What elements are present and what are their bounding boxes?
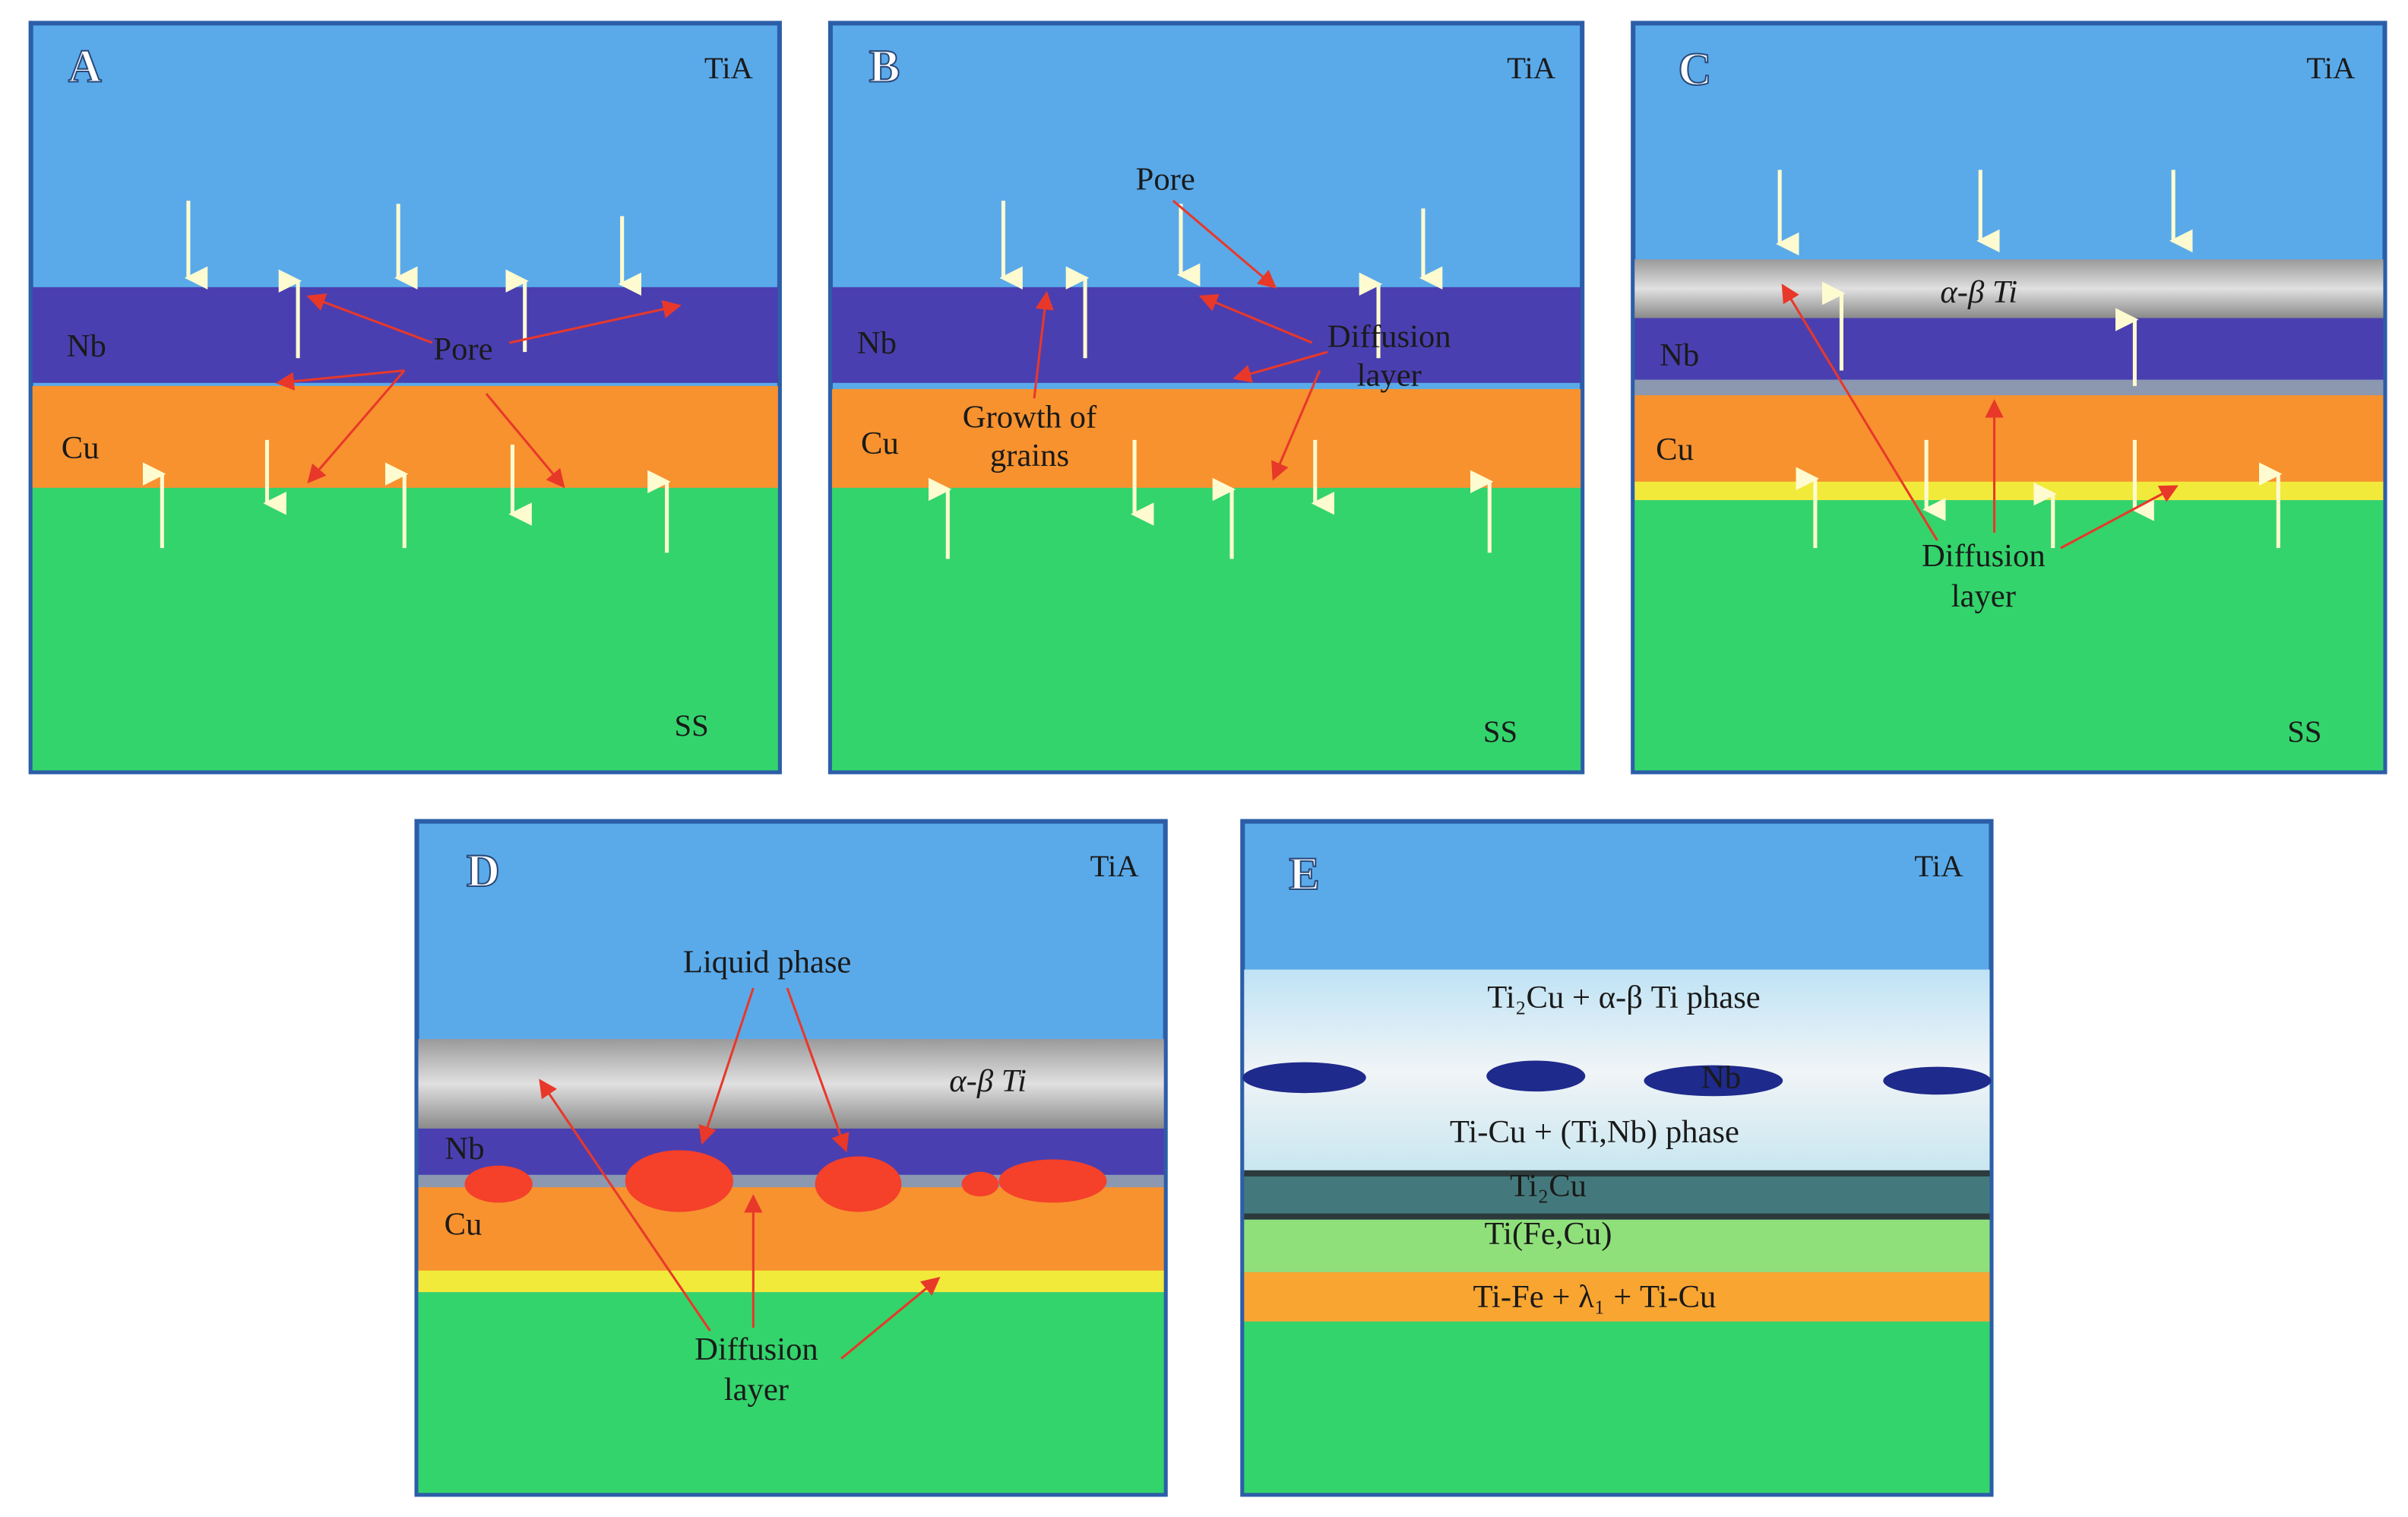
layer-name: Ti-Cu + (Ti,Nb) phase (1450, 1114, 1739, 1150)
annotation: grains (990, 438, 1069, 473)
layer-name: SS (1483, 714, 1517, 749)
labels: A TiA SS Nb Cu Pore B TiA SS Nb Cu Pore … (62, 40, 2356, 1408)
nb-island (1644, 1065, 1783, 1097)
layer-name: TiA (1507, 51, 1556, 85)
ss-layer (418, 1292, 1164, 1493)
annotation: Growth of (963, 399, 1097, 435)
layer-name: α-β Ti (949, 1063, 1027, 1099)
pointer-arrow (1172, 199, 1277, 289)
layer-name: Nb (67, 328, 106, 364)
layer-name: Cu (1656, 432, 1694, 467)
layer-name: SS (2287, 714, 2321, 749)
cu-layer (32, 385, 778, 488)
panel-label: D (467, 846, 500, 897)
annotation: Diffusion (1922, 538, 2046, 574)
pointer-arrow (307, 369, 406, 484)
nb-island (1242, 1062, 1366, 1094)
layer-name: Nb (1701, 1060, 1741, 1096)
ti2cu-tint (1244, 1176, 1990, 1214)
ss-layer (831, 487, 1581, 771)
liquid-blob (815, 1156, 902, 1212)
pointer-arrow (1033, 290, 1054, 399)
layer-name: Ti(Fe,Cu) (1485, 1216, 1612, 1252)
diffusion-line (1634, 379, 2384, 396)
layer-name: Cu (861, 426, 899, 461)
pointer-arrow (509, 299, 682, 344)
arrows (142, 169, 2283, 1360)
liquid-blob (625, 1150, 733, 1212)
layer-name: TiA (704, 51, 754, 85)
nb-island (1486, 1060, 1586, 1092)
diffusion-line (418, 1270, 1164, 1293)
liquid-blob (961, 1171, 999, 1197)
layer-name: Nb (1660, 337, 1699, 373)
layer-name: Ti-Fe + λ₁ + Ti-Cu (1473, 1279, 1716, 1315)
pointer-arrow (1198, 293, 1313, 344)
liquid-blob (464, 1165, 533, 1203)
ss-layer (1244, 1321, 1990, 1493)
annotation: Diffusion (695, 1332, 818, 1367)
tife-cu-layer (1244, 1219, 1990, 1272)
layer-name: Cu (445, 1207, 483, 1243)
annotation: Pore (1136, 161, 1195, 197)
pointer-arrow (786, 987, 850, 1153)
nb-island (1883, 1066, 1992, 1095)
annotation: Pore (433, 331, 492, 367)
ti-cu-layer (1244, 969, 1990, 1173)
annotation: layer (1951, 578, 2016, 614)
panel-label: E (1289, 849, 1320, 900)
layer-name: SS (675, 708, 709, 743)
layer-name: TiA (1914, 849, 1963, 883)
layer-name: Nb (445, 1131, 484, 1167)
layer-name: α-β Ti (1940, 274, 2017, 310)
nb-layer (1634, 318, 2384, 380)
pointer-arrow (1271, 369, 1321, 481)
panel-label: A (68, 41, 102, 92)
cu-layer (1634, 395, 2384, 485)
pointer-arrow (485, 393, 565, 489)
pointer-arrow (306, 293, 433, 344)
layer-name: Cu (62, 430, 100, 466)
pointer-arrow (539, 1078, 711, 1332)
nb-layer (32, 287, 778, 383)
panel-label: C (1678, 44, 1711, 95)
ss-layer (1634, 500, 2384, 771)
pointer-arrow (2060, 485, 2179, 549)
layers (28, 21, 2387, 1497)
annotation: layer (724, 1372, 789, 1408)
pointer-arrow (840, 1277, 941, 1360)
annotation: Diffusion (1327, 319, 1451, 355)
diffusion-line (1634, 481, 2384, 501)
layer-name: Ti₂Cu + α-β Ti phase (1487, 980, 1760, 1015)
liquid-blob (998, 1159, 1107, 1203)
pointer-arrow (1232, 350, 1328, 383)
pointer-arrow (275, 369, 405, 391)
nb-layer (831, 287, 1581, 383)
annotation: layer (1357, 357, 1422, 393)
tife-layer (1244, 1272, 1990, 1322)
pointer-arrow (1781, 283, 1938, 541)
ti-layer (418, 1039, 1164, 1129)
panel-label: B (869, 41, 900, 92)
layer-name: TiA (2306, 51, 2356, 85)
pointer-arrow (698, 987, 755, 1145)
annotation: Liquid phase (683, 944, 851, 980)
layer-name: Nb (857, 325, 897, 361)
cu-layer (831, 388, 1581, 488)
layer-name: TiA (1090, 849, 1140, 883)
ti-layer (1634, 259, 2384, 318)
ti2cu-layer (1244, 1170, 1990, 1220)
layer-name: Ti₂Cu (1510, 1168, 1587, 1204)
